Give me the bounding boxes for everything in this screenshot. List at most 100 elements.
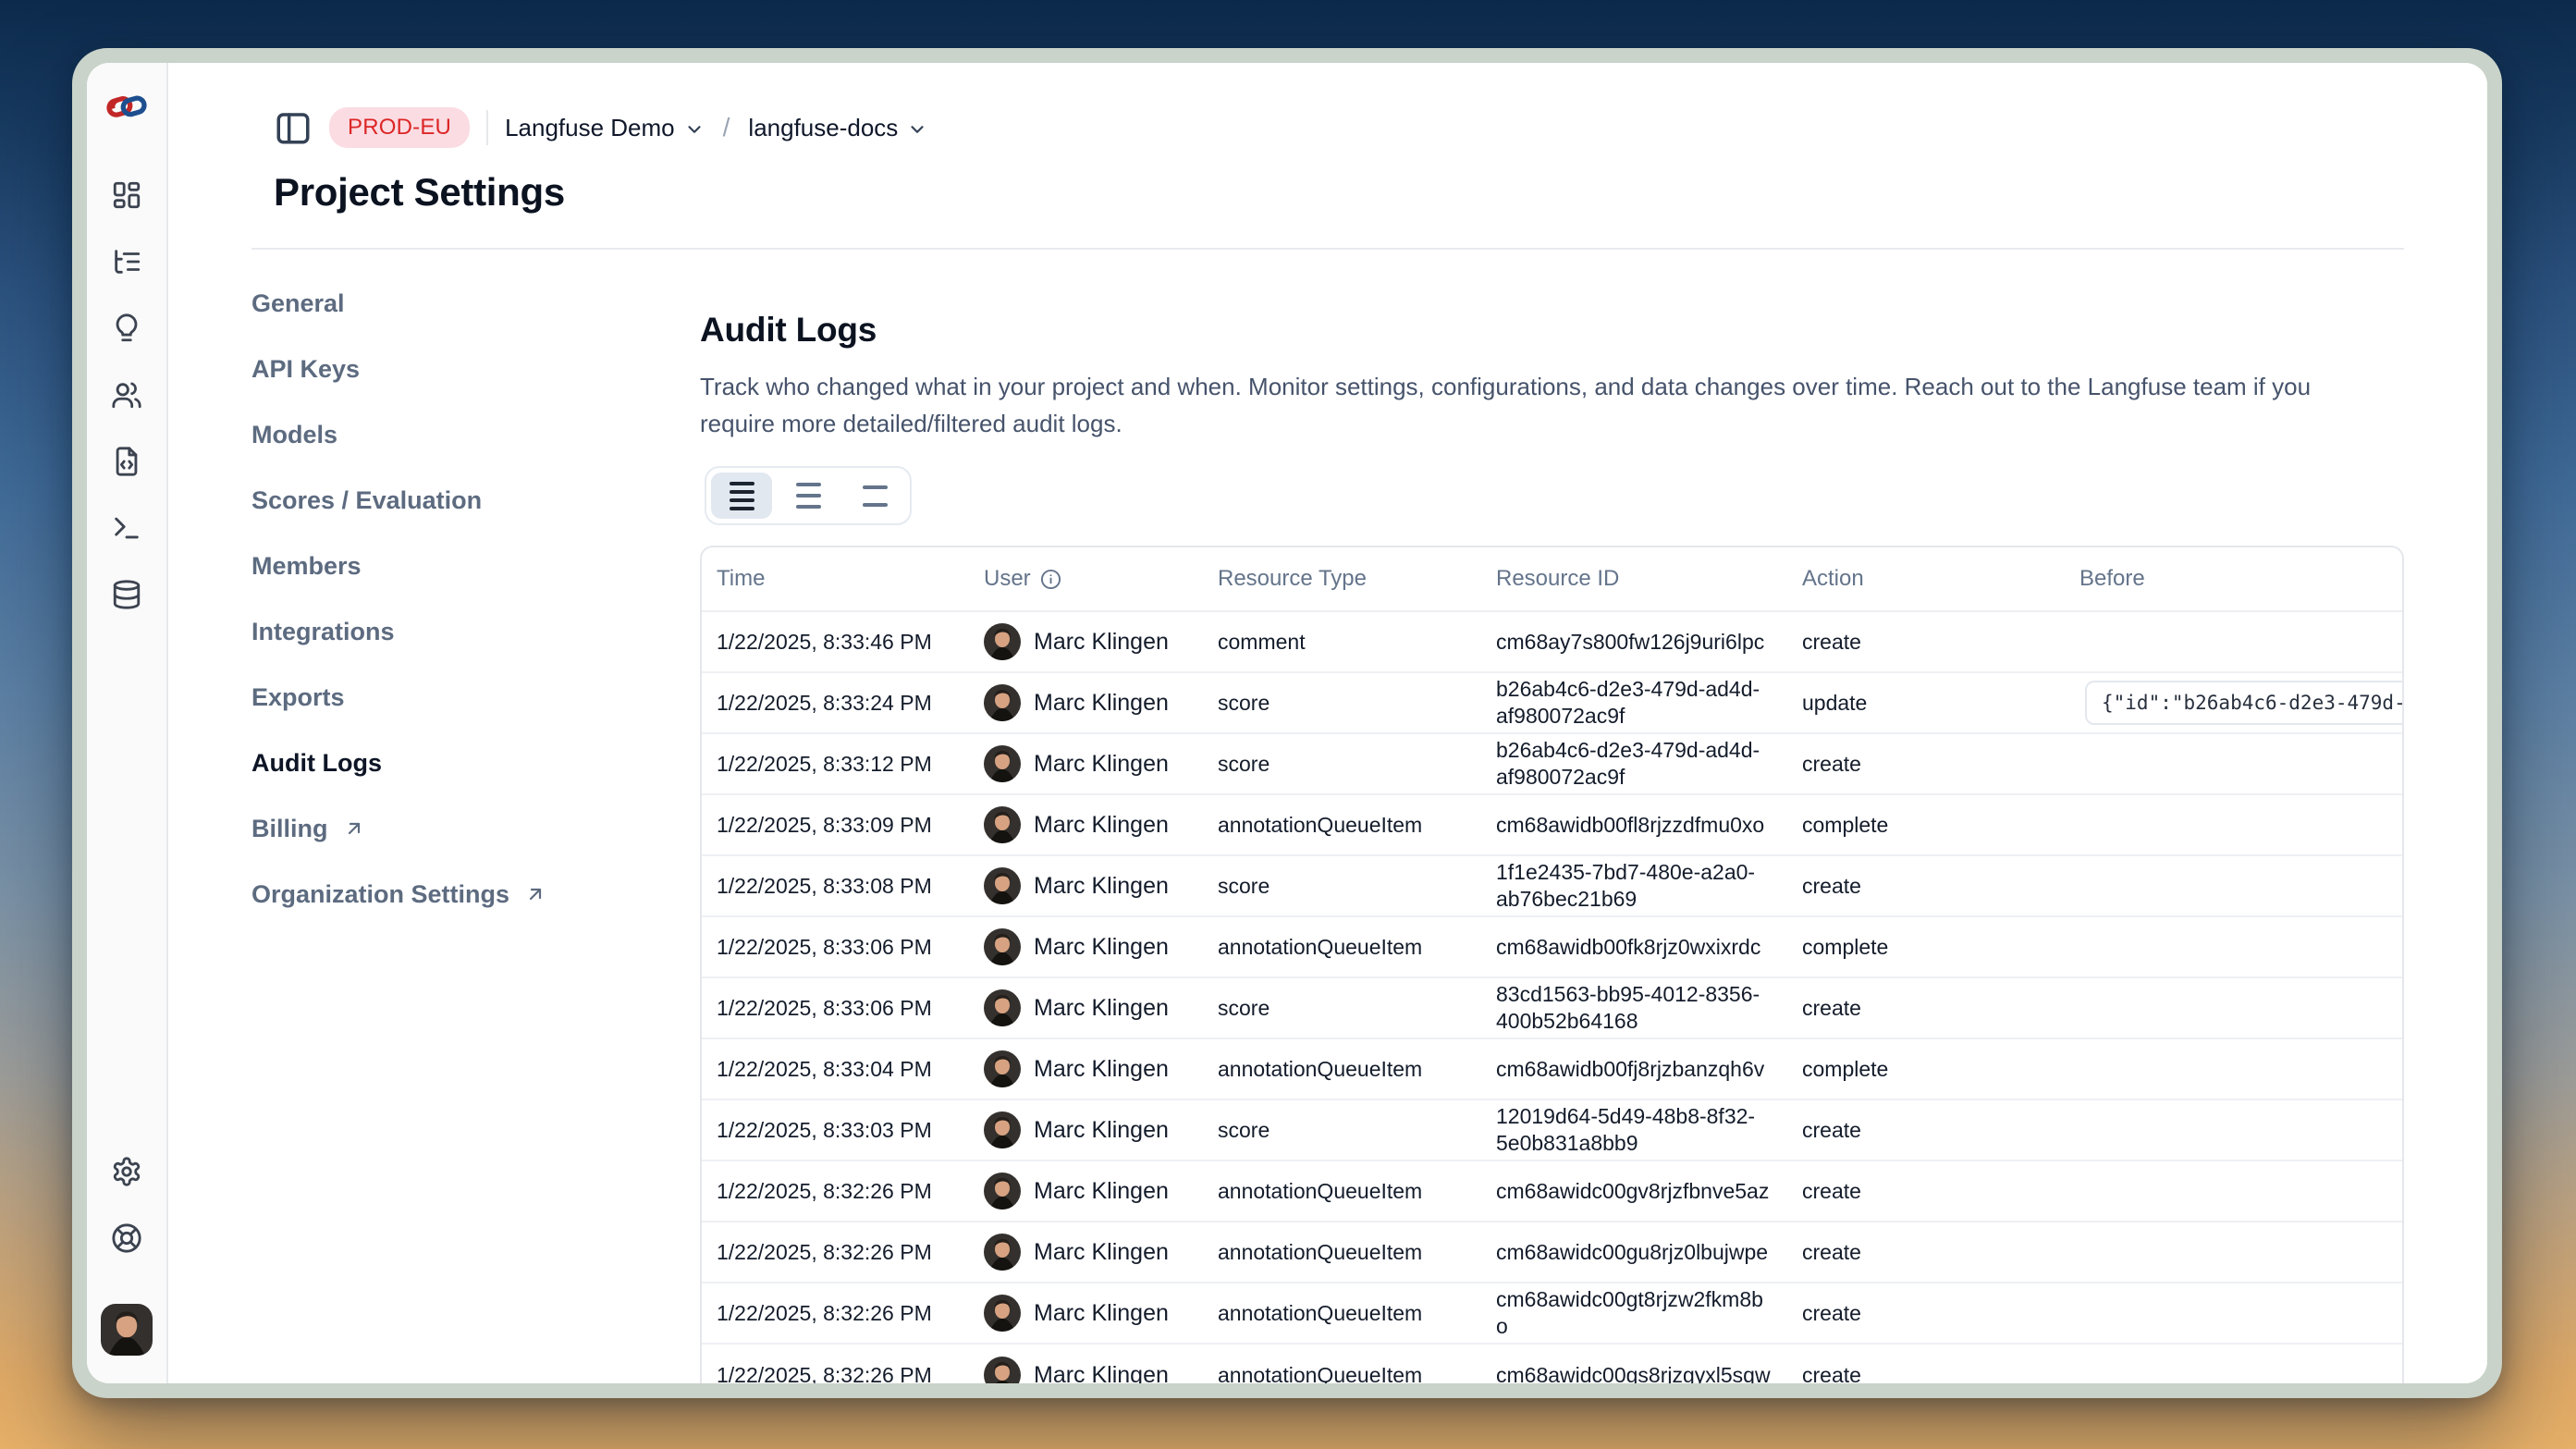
user-cell: Marc Klingen: [969, 928, 1203, 965]
rail-bottom: [101, 1156, 153, 1356]
langfuse-logo[interactable]: [105, 89, 148, 126]
action-cell: create: [1802, 1239, 1861, 1264]
time-cell: 1/22/2025, 8:33:46 PM: [717, 629, 932, 654]
settings-nav-item-billing[interactable]: Billing: [251, 810, 700, 847]
settings-nav-label: Members: [251, 551, 362, 580]
user-cell: Marc Klingen: [969, 1050, 1203, 1087]
file-code-icon[interactable]: [111, 446, 142, 477]
row-height-short-button[interactable]: [844, 473, 905, 519]
settings-nav-item-integrations[interactable]: Integrations: [251, 613, 700, 650]
organization-selector[interactable]: Langfuse Demo: [505, 114, 705, 142]
settings-nav-item-exports[interactable]: Exports: [251, 679, 700, 716]
resource-type-cell: score: [1218, 995, 1270, 1020]
audit-log-row: 1/22/2025, 8:33:04 PM Marc Klingen annotat…: [702, 1039, 2402, 1100]
project-name: langfuse-docs: [748, 113, 899, 141]
user-name: Marc Klingen: [1034, 1238, 1169, 1265]
user-name: Marc Klingen: [1034, 1177, 1169, 1204]
settings-nav-item-api-keys[interactable]: API Keys: [251, 350, 700, 387]
user-cell: Marc Klingen: [969, 684, 1203, 721]
resource-id-cell: cm68awidc00gv8rjzfbnve5az: [1496, 1178, 1770, 1203]
terminal-icon[interactable]: [111, 512, 142, 544]
table-header-row: Time User Resource Type Resource ID Action Be…: [702, 547, 2402, 612]
user-cell: Marc Klingen: [969, 745, 1203, 782]
section-heading: Audit Logs: [700, 311, 877, 349]
settings-nav-item-members[interactable]: Members: [251, 547, 700, 584]
settings-nav-item-scores-evaluation[interactable]: Scores / Evaluation: [251, 482, 700, 519]
row-height-toggle-group: [705, 466, 912, 525]
settings-nav-item-organization-settings[interactable]: Organization Settings: [251, 876, 700, 913]
column-label: Resource Type: [1218, 566, 1367, 591]
audit-log-row: 1/22/2025, 8:33:06 PM Marc Klingen score 83…: [702, 978, 2402, 1039]
user-cell: Marc Klingen: [969, 1173, 1203, 1210]
resource-type-cell: annotationQueueItem: [1218, 934, 1423, 959]
settings-nav-item-audit-logs[interactable]: Audit Logs: [251, 744, 700, 781]
action-cell: create: [1802, 873, 1861, 898]
action-cell: create: [1802, 629, 1861, 654]
settings-gear-icon[interactable]: [111, 1156, 142, 1187]
app-window: PROD-EU Langfuse Demo / langfuse-docs: [72, 48, 2502, 1398]
row-height-short-icon: [862, 485, 888, 507]
time-cell: 1/22/2025, 8:33:03 PM: [717, 1117, 932, 1142]
audit-log-row: 1/22/2025, 8:33:46 PM Marc Klingen comment…: [702, 612, 2402, 673]
resource-id-cell: cm68awidc00gs8rjzgyxl5sqw: [1496, 1362, 1771, 1384]
resource-type-cell: annotationQueueItem: [1218, 1300, 1423, 1325]
resource-type-cell: annotationQueueItem: [1218, 1239, 1423, 1264]
time-cell: 1/22/2025, 8:33:12 PM: [717, 751, 932, 776]
user-avatar: [984, 1234, 1021, 1271]
lightbulb-icon[interactable]: [111, 313, 142, 344]
settings-nav-label: Organization Settings: [251, 879, 510, 908]
action-cell: create: [1802, 1300, 1861, 1325]
users-icon[interactable]: [111, 379, 142, 411]
time-cell: 1/22/2025, 8:32:26 PM: [717, 1239, 932, 1264]
settings-nav-item-models[interactable]: Models: [251, 416, 700, 453]
user-avatar: [984, 928, 1021, 965]
user-name: Marc Klingen: [1034, 933, 1169, 960]
before-cell: {"id":"b26ab4c6-d2e3-479d-a: [2065, 681, 2402, 725]
column-label: Resource ID: [1496, 566, 1620, 591]
user-cell: Marc Klingen: [969, 806, 1203, 843]
user-cell: Marc Klingen: [969, 1295, 1203, 1332]
user-name: Marc Klingen: [1034, 811, 1169, 838]
audit-log-row: 1/22/2025, 8:32:26 PM Marc Klingen annotat…: [702, 1161, 2402, 1222]
icon-rail: [87, 63, 168, 1383]
user-name: Marc Klingen: [1034, 1055, 1169, 1082]
action-cell: create: [1802, 1178, 1861, 1203]
column-label: Action: [1802, 566, 1864, 591]
settings-nav-item-general[interactable]: General: [251, 285, 700, 322]
user-name: Marc Klingen: [1034, 1361, 1169, 1384]
resource-type-cell: annotationQueueItem: [1218, 1178, 1423, 1203]
time-cell: 1/22/2025, 8:32:26 PM: [717, 1300, 932, 1325]
column-header-time: Time: [702, 566, 969, 592]
user-name: Marc Klingen: [1034, 1299, 1169, 1326]
audit-log-row: 1/22/2025, 8:33:06 PM Marc Klingen annotat…: [702, 917, 2402, 978]
dashboard-icon[interactable]: [111, 179, 142, 211]
resource-id-cell: cm68awidc00gt8rjzw2fkm8bo: [1496, 1287, 1763, 1338]
database-icon[interactable]: [111, 579, 142, 610]
resource-type-cell: score: [1218, 873, 1270, 898]
user-name: Marc Klingen: [1034, 628, 1169, 655]
sidebar-toggle-icon[interactable]: [274, 108, 313, 147]
user-avatar[interactable]: [101, 1304, 153, 1356]
audit-log-row: 1/22/2025, 8:33:08 PM Marc Klingen score 1f…: [702, 856, 2402, 917]
organization-name: Langfuse Demo: [505, 113, 675, 141]
support-lifebuoy-icon[interactable]: [111, 1222, 142, 1254]
resource-id-cell: cm68awidb00fj8rjzbanzqh6v: [1496, 1056, 1765, 1081]
user-avatar: [984, 1357, 1021, 1383]
page-title: Project Settings: [274, 170, 565, 214]
user-avatar: [984, 684, 1021, 721]
project-selector[interactable]: langfuse-docs: [748, 114, 927, 142]
main-content: PROD-EU Langfuse Demo / langfuse-docs: [168, 63, 2487, 1383]
resource-type-cell: annotationQueueItem: [1218, 812, 1423, 837]
settings-nav-label: General: [251, 289, 345, 317]
time-cell: 1/22/2025, 8:33:08 PM: [717, 873, 932, 898]
user-name: Marc Klingen: [1034, 689, 1169, 716]
row-height-tall-button[interactable]: [711, 473, 772, 519]
row-height-medium-button[interactable]: [778, 473, 839, 519]
user-cell: Marc Klingen: [969, 1111, 1203, 1148]
column-header-user: User: [969, 566, 1203, 592]
audit-log-row: 1/22/2025, 8:33:03 PM Marc Klingen score 12…: [702, 1100, 2402, 1161]
audit-table-body: 1/22/2025, 8:33:46 PM Marc Klingen comment…: [702, 612, 2402, 1383]
column-label: Time: [717, 566, 766, 591]
tracing-list-tree-icon[interactable]: [111, 246, 142, 277]
before-json-preview[interactable]: {"id":"b26ab4c6-d2e3-479d-a: [2085, 681, 2402, 725]
